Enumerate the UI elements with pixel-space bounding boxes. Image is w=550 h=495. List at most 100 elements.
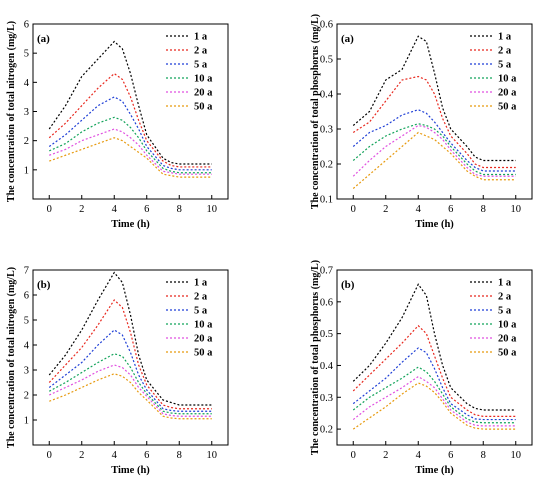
y-tick-label: 0.6 xyxy=(320,20,333,31)
legend-label: 50 a xyxy=(498,348,517,359)
series-line-5a xyxy=(48,96,212,171)
x-tick-label: 4 xyxy=(416,450,422,461)
legend-label: 10 a xyxy=(194,320,213,331)
y-tick-label: 6 xyxy=(24,20,29,31)
x-tick-label: 0 xyxy=(47,204,52,215)
panel-label: (b) xyxy=(37,279,51,291)
legend-label: 20 a xyxy=(194,88,213,99)
x-tick-label: 8 xyxy=(177,204,182,215)
legend-label: 20 a xyxy=(194,334,213,345)
legend-label: 1 a xyxy=(194,32,208,43)
series-line-50a xyxy=(49,137,212,178)
legend-label: 10 a xyxy=(194,74,213,85)
x-tick-label: 10 xyxy=(207,450,218,461)
legend-label: 1 a xyxy=(194,278,208,289)
x-tick-label: 10 xyxy=(511,204,522,215)
y-tick-label: 6 xyxy=(24,291,29,302)
series-line-20a xyxy=(48,364,212,417)
plot-frame xyxy=(32,269,229,446)
series-line-50a xyxy=(352,131,516,189)
series-line-1a xyxy=(352,35,516,162)
y-tick-label: 3 xyxy=(24,107,29,118)
y-tick-label: 1 xyxy=(24,165,29,176)
legend-label: 2 a xyxy=(498,292,512,303)
y-tick-label: 0.4 xyxy=(320,90,334,101)
y-tick-label: 4 xyxy=(24,341,30,352)
x-axis-label: Time (h) xyxy=(111,219,150,230)
legend-label: 5 a xyxy=(498,306,512,317)
series-line-50a xyxy=(352,382,516,430)
y-tick-label: 2 xyxy=(24,136,29,147)
x-tick-label: 6 xyxy=(448,204,453,215)
legend-label: 2 a xyxy=(194,292,208,303)
x-tick-label: 4 xyxy=(112,204,118,215)
x-tick-label: 8 xyxy=(481,204,486,215)
x-tick-label: 4 xyxy=(112,450,118,461)
y-tick-label: 0.5 xyxy=(320,329,333,340)
legend-label: 10 a xyxy=(498,74,517,85)
series-line-5a xyxy=(48,329,212,412)
y-tick-label: 0.5 xyxy=(320,55,333,66)
y-tick-label: 4 xyxy=(24,78,30,89)
legend-label: 50 a xyxy=(194,102,213,113)
x-tick-label: 0 xyxy=(47,450,52,461)
series-line-5a xyxy=(352,109,516,172)
series-line-5a xyxy=(352,347,516,421)
series-line-2a xyxy=(48,72,212,168)
legend-label: 2 a xyxy=(194,46,208,57)
x-tick-label: 0 xyxy=(351,450,356,461)
y-axis-label: The concentration of total nitrogen (mg/… xyxy=(6,21,17,202)
y-axis-label: The concentration of total phosphorus (m… xyxy=(310,14,321,209)
series-line-1a xyxy=(48,271,212,406)
legend-label: 50 a xyxy=(498,102,517,113)
x-tick-label: 2 xyxy=(79,204,84,215)
legend-label: 5 a xyxy=(194,60,208,71)
y-tick-label: 0.7 xyxy=(320,266,333,277)
x-tick-label: 2 xyxy=(383,204,388,215)
x-axis-label: Time (h) xyxy=(111,465,150,476)
y-axis-label: The concentration of total nitrogen (mg/… xyxy=(6,267,17,448)
series-line-10a xyxy=(49,116,212,174)
x-tick-label: 6 xyxy=(144,204,149,215)
legend-label: 20 a xyxy=(498,88,517,99)
x-tick-label: 10 xyxy=(207,204,218,215)
x-tick-label: 8 xyxy=(177,450,182,461)
legend-label: 10 a xyxy=(498,320,517,331)
legend-label: 5 a xyxy=(498,60,512,71)
legend-label: 1 a xyxy=(498,32,512,43)
y-tick-label: 7 xyxy=(24,266,29,277)
y-tick-label: 0.6 xyxy=(320,297,333,308)
series-line-2a xyxy=(352,324,516,417)
y-tick-label: 0.3 xyxy=(320,125,333,136)
y-tick-label: 2 xyxy=(24,391,29,402)
y-tick-label: 0.1 xyxy=(320,195,333,206)
y-axis-label: The concentration of total phosphorus (m… xyxy=(310,260,321,455)
y-tick-label: 0.3 xyxy=(320,393,333,404)
legend-label: 5 a xyxy=(194,306,208,317)
x-tick-label: 2 xyxy=(383,450,388,461)
plot-frame xyxy=(336,269,533,446)
panel-label: (a) xyxy=(37,33,50,45)
series-line-10a xyxy=(352,366,516,424)
plot-frame xyxy=(336,23,533,200)
series-line-1a xyxy=(48,40,212,165)
series-line-10a xyxy=(48,353,212,415)
legend-label: 1 a xyxy=(498,278,512,289)
x-tick-label: 10 xyxy=(511,450,522,461)
y-tick-label: 0.2 xyxy=(320,160,333,171)
legend-label: 50 a xyxy=(194,348,213,359)
x-tick-label: 0 xyxy=(351,204,356,215)
chart-panel-4: 0 2 4 6 8 10 0.2 0.3 0.4 0.5 0.6 0.7 Time (h) The con… xyxy=(310,260,533,476)
x-tick-label: 6 xyxy=(144,450,149,461)
y-tick-label: 0.4 xyxy=(320,361,334,372)
y-tick-label: 0.2 xyxy=(320,425,333,436)
panel-label: (b) xyxy=(341,279,355,291)
x-tick-label: 8 xyxy=(481,450,486,461)
x-tick-label: 2 xyxy=(79,450,84,461)
y-tick-label: 3 xyxy=(24,366,29,377)
series-line-50a xyxy=(49,373,212,420)
x-axis-label: Time (h) xyxy=(415,219,454,230)
